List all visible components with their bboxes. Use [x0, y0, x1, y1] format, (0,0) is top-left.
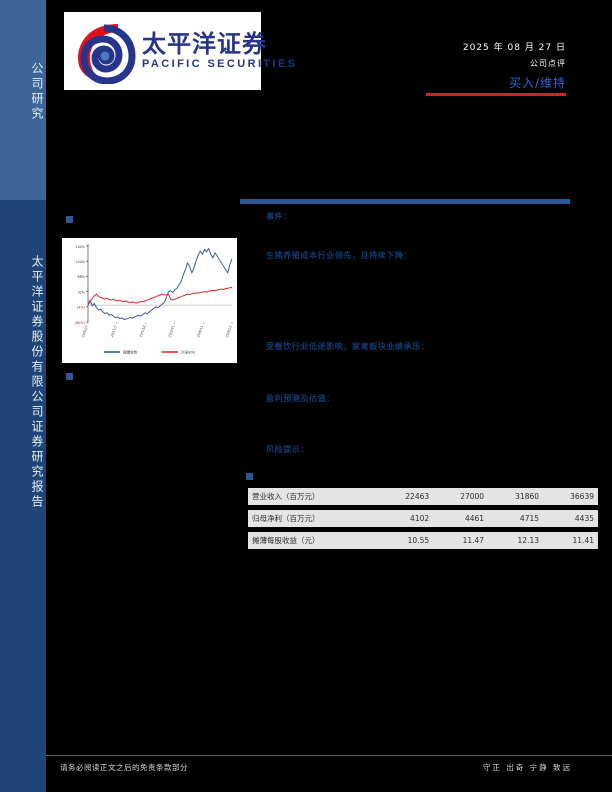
footer-rule	[46, 755, 612, 756]
chart-svg: 140% 104% 68% 32% (4%) (40%)24/8/27 24/11/7 25/…	[75, 244, 233, 355]
table-cell-value: 36639	[543, 488, 598, 505]
svg-text:25/3/31: 25/3/31	[167, 325, 175, 338]
sidebar-category-label: 公司研究	[30, 62, 44, 122]
header-meta: 2025 年 08 月 27 日 公司点评 买入/维持	[366, 40, 566, 91]
logo-english-text: PACIFIC SECURITIES	[142, 58, 298, 70]
svg-text:24/11/7: 24/11/7	[110, 325, 118, 338]
table-cell-value: 11.47	[433, 532, 489, 549]
section-heading-2: 生猪养殖成本行业领先，且持续下降：	[266, 250, 413, 260]
svg-text:25/1/18: 25/1/18	[139, 325, 147, 338]
svg-text:(40%): (40%)	[75, 321, 86, 325]
table-row-label: 归母净利（百万元）	[248, 510, 379, 527]
svg-text:24/8/27: 24/8/27	[81, 325, 89, 338]
svg-text:(4%): (4%)	[77, 306, 86, 310]
section-heading-1: 事件：	[266, 211, 292, 221]
table-row-label: 摊薄每股收益（元）	[248, 532, 379, 549]
svg-text:68%: 68%	[77, 275, 85, 279]
table-row: 营业收入（百万元） 22463 27000 31860 36639	[248, 488, 598, 505]
table-cell-value: 10.55	[378, 532, 434, 549]
sidebar-company-label: 太平洋证券股份有限公司证券研究报告	[30, 255, 44, 510]
table-cell-value: 31860	[488, 488, 544, 505]
table-row: 归母净利（百万元） 4102 4461 4715 4435	[248, 510, 598, 527]
footer-slogan: 守正 出奇 宁静 致远	[482, 763, 572, 772]
stock-performance-chart: 140% 104% 68% 32% (4%) (40%) 24/8/27 24/11/7 25/…	[62, 238, 237, 363]
svg-text:德康农牧: 德康农牧	[123, 350, 138, 355]
table-cell-value: 22463	[378, 488, 434, 505]
table-cell-value: 4435	[543, 510, 598, 527]
section-heading-3: 受餐饮行业低迷影响，家禽板块业绩承压：	[266, 341, 430, 351]
table-cell-value: 27000	[433, 488, 489, 505]
section-heading-5: 风险提示：	[266, 444, 309, 454]
table-cell-value: 12.13	[488, 532, 544, 549]
section-divider-bar	[240, 199, 570, 204]
left-sidebar: 公司研究 太平洋证券股份有限公司证券研究报告	[0, 0, 46, 792]
table-cell-value: 4461	[433, 510, 489, 527]
svg-text:32%: 32%	[77, 290, 85, 294]
company-logo: 太平洋证券 PACIFIC SECURITIES	[64, 12, 295, 90]
section-heading-4: 盈利预测及估值：	[266, 393, 335, 403]
bullet-marker-3	[246, 473, 253, 480]
pacific-logo-icon	[78, 24, 136, 84]
table-cell-value: 4102	[378, 510, 434, 527]
table-row-label: 营业收入（百万元）	[248, 488, 379, 505]
table-row-spacer	[248, 505, 598, 510]
svg-text:沪深300: 沪深300	[181, 350, 196, 355]
svg-text:25/6/11: 25/6/11	[196, 325, 204, 338]
table-spacer-cell	[248, 505, 598, 510]
rating-badge: 买入/维持	[508, 76, 566, 90]
table-row-spacer	[248, 527, 598, 532]
footer-disclaimer: 请务必阅读正文之后的免责条款部分	[60, 763, 188, 772]
sidebar-bottom-band	[0, 200, 46, 792]
table-spacer-cell	[248, 527, 598, 532]
report-type: 公司点评	[530, 59, 566, 68]
bullet-marker-1	[66, 216, 73, 223]
svg-text:25/8/22: 25/8/22	[225, 325, 233, 338]
bullet-marker-2	[66, 373, 73, 380]
report-date: 2025 年 08 月 27 日	[462, 43, 566, 53]
table-cell-value: 4715	[488, 510, 544, 527]
logo-chinese-text: 太平洋证券	[142, 29, 267, 58]
financial-summary-table: 营业收入（百万元） 22463 27000 31860 36639 归母净利（百万元） 41…	[248, 488, 598, 549]
svg-text:140%: 140%	[75, 245, 85, 249]
header-red-rule	[426, 93, 566, 96]
sidebar-top-band	[0, 0, 46, 200]
table-row: 摊薄每股收益（元） 10.55 11.47 12.13 11.41	[248, 532, 598, 549]
table-cell-value: 11.41	[543, 532, 598, 549]
svg-text:104%: 104%	[75, 260, 85, 264]
